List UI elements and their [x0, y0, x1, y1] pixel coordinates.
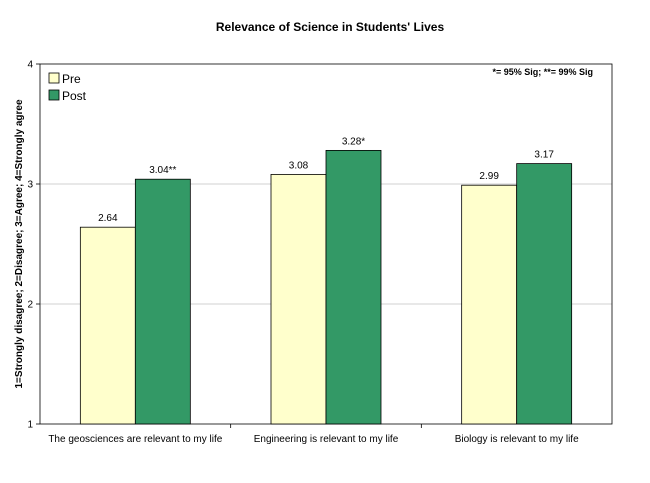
bar-pre: [270, 173, 327, 425]
category-label: Engineering is relevant to my life: [254, 434, 399, 445]
legend-swatch-pre: [48, 72, 60, 84]
data-label-post: 3.17: [534, 150, 554, 161]
y-tick-label: 4: [27, 60, 33, 71]
bar-post: [134, 178, 191, 425]
category-label: Biology is relevant to my life: [455, 434, 579, 445]
data-label-pre: 2.99: [479, 171, 499, 182]
y-ticks: 1 2 3 4: [27, 60, 40, 431]
data-label-post: 3.28*: [342, 136, 365, 147]
bars: 2.64 3.04** 3.08 3.28* 2.99 3.17: [79, 136, 573, 425]
y-tick-label: 2: [27, 300, 33, 311]
bar-pre: [79, 226, 136, 425]
data-label-post: 3.04**: [149, 165, 176, 176]
legend-swatch-post: [48, 89, 60, 101]
bar-post: [325, 149, 382, 425]
y-axis-label: 1=Strongly disagree; 2=Disagree; 3=Agree…: [14, 99, 25, 388]
legend-label-post: Post: [62, 89, 87, 103]
y-tick-label: 1: [27, 420, 33, 431]
x-categories: The geosciences are relevant to my life E…: [48, 424, 579, 445]
chart-title: Relevance of Science in Students' Lives: [216, 20, 445, 34]
data-label-pre: 3.08: [289, 160, 309, 171]
category-label: The geosciences are relevant to my life: [48, 434, 222, 445]
significance-note: *= 95% Sig; **= 99% Sig: [492, 67, 593, 77]
data-label-pre: 2.64: [98, 213, 118, 224]
legend: Pre Post: [48, 72, 87, 103]
bar-pre: [461, 184, 518, 425]
bar-post: [516, 163, 573, 425]
legend-label-pre: Pre: [62, 72, 81, 86]
y-tick-label: 3: [27, 180, 33, 191]
